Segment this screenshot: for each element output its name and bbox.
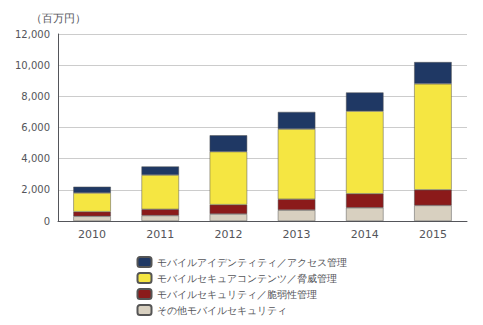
svg-text:2015: 2015 [419, 228, 447, 241]
svg-text:6,000: 6,000 [21, 122, 50, 133]
svg-text:2012: 2012 [214, 228, 242, 241]
svg-text:モバイルセキュアコンテンツ／脅威管理: モバイルセキュアコンテンツ／脅威管理 [157, 273, 337, 284]
svg-text:その他モバイルセキュリティ: その他モバイルセキュリティ [157, 305, 287, 316]
svg-text:0: 0 [44, 216, 50, 227]
svg-text:4,000: 4,000 [21, 153, 50, 164]
svg-text:モバイルアイデンティティ／アクセス管理: モバイルアイデンティティ／アクセス管理 [157, 257, 347, 268]
svg-text:2010: 2010 [78, 228, 106, 241]
svg-text:10,000: 10,000 [15, 60, 50, 71]
svg-text:2011: 2011 [146, 228, 174, 241]
svg-text:2013: 2013 [283, 228, 311, 241]
svg-text:（百万円）: （百万円） [31, 12, 86, 25]
svg-text:12,000: 12,000 [15, 29, 50, 40]
svg-text:2,000: 2,000 [21, 184, 50, 195]
svg-text:2014: 2014 [351, 228, 379, 241]
svg-text:モバイルセキュリティ／脆弱性管理: モバイルセキュリティ／脆弱性管理 [157, 289, 317, 300]
svg-text:8,000: 8,000 [21, 91, 50, 102]
